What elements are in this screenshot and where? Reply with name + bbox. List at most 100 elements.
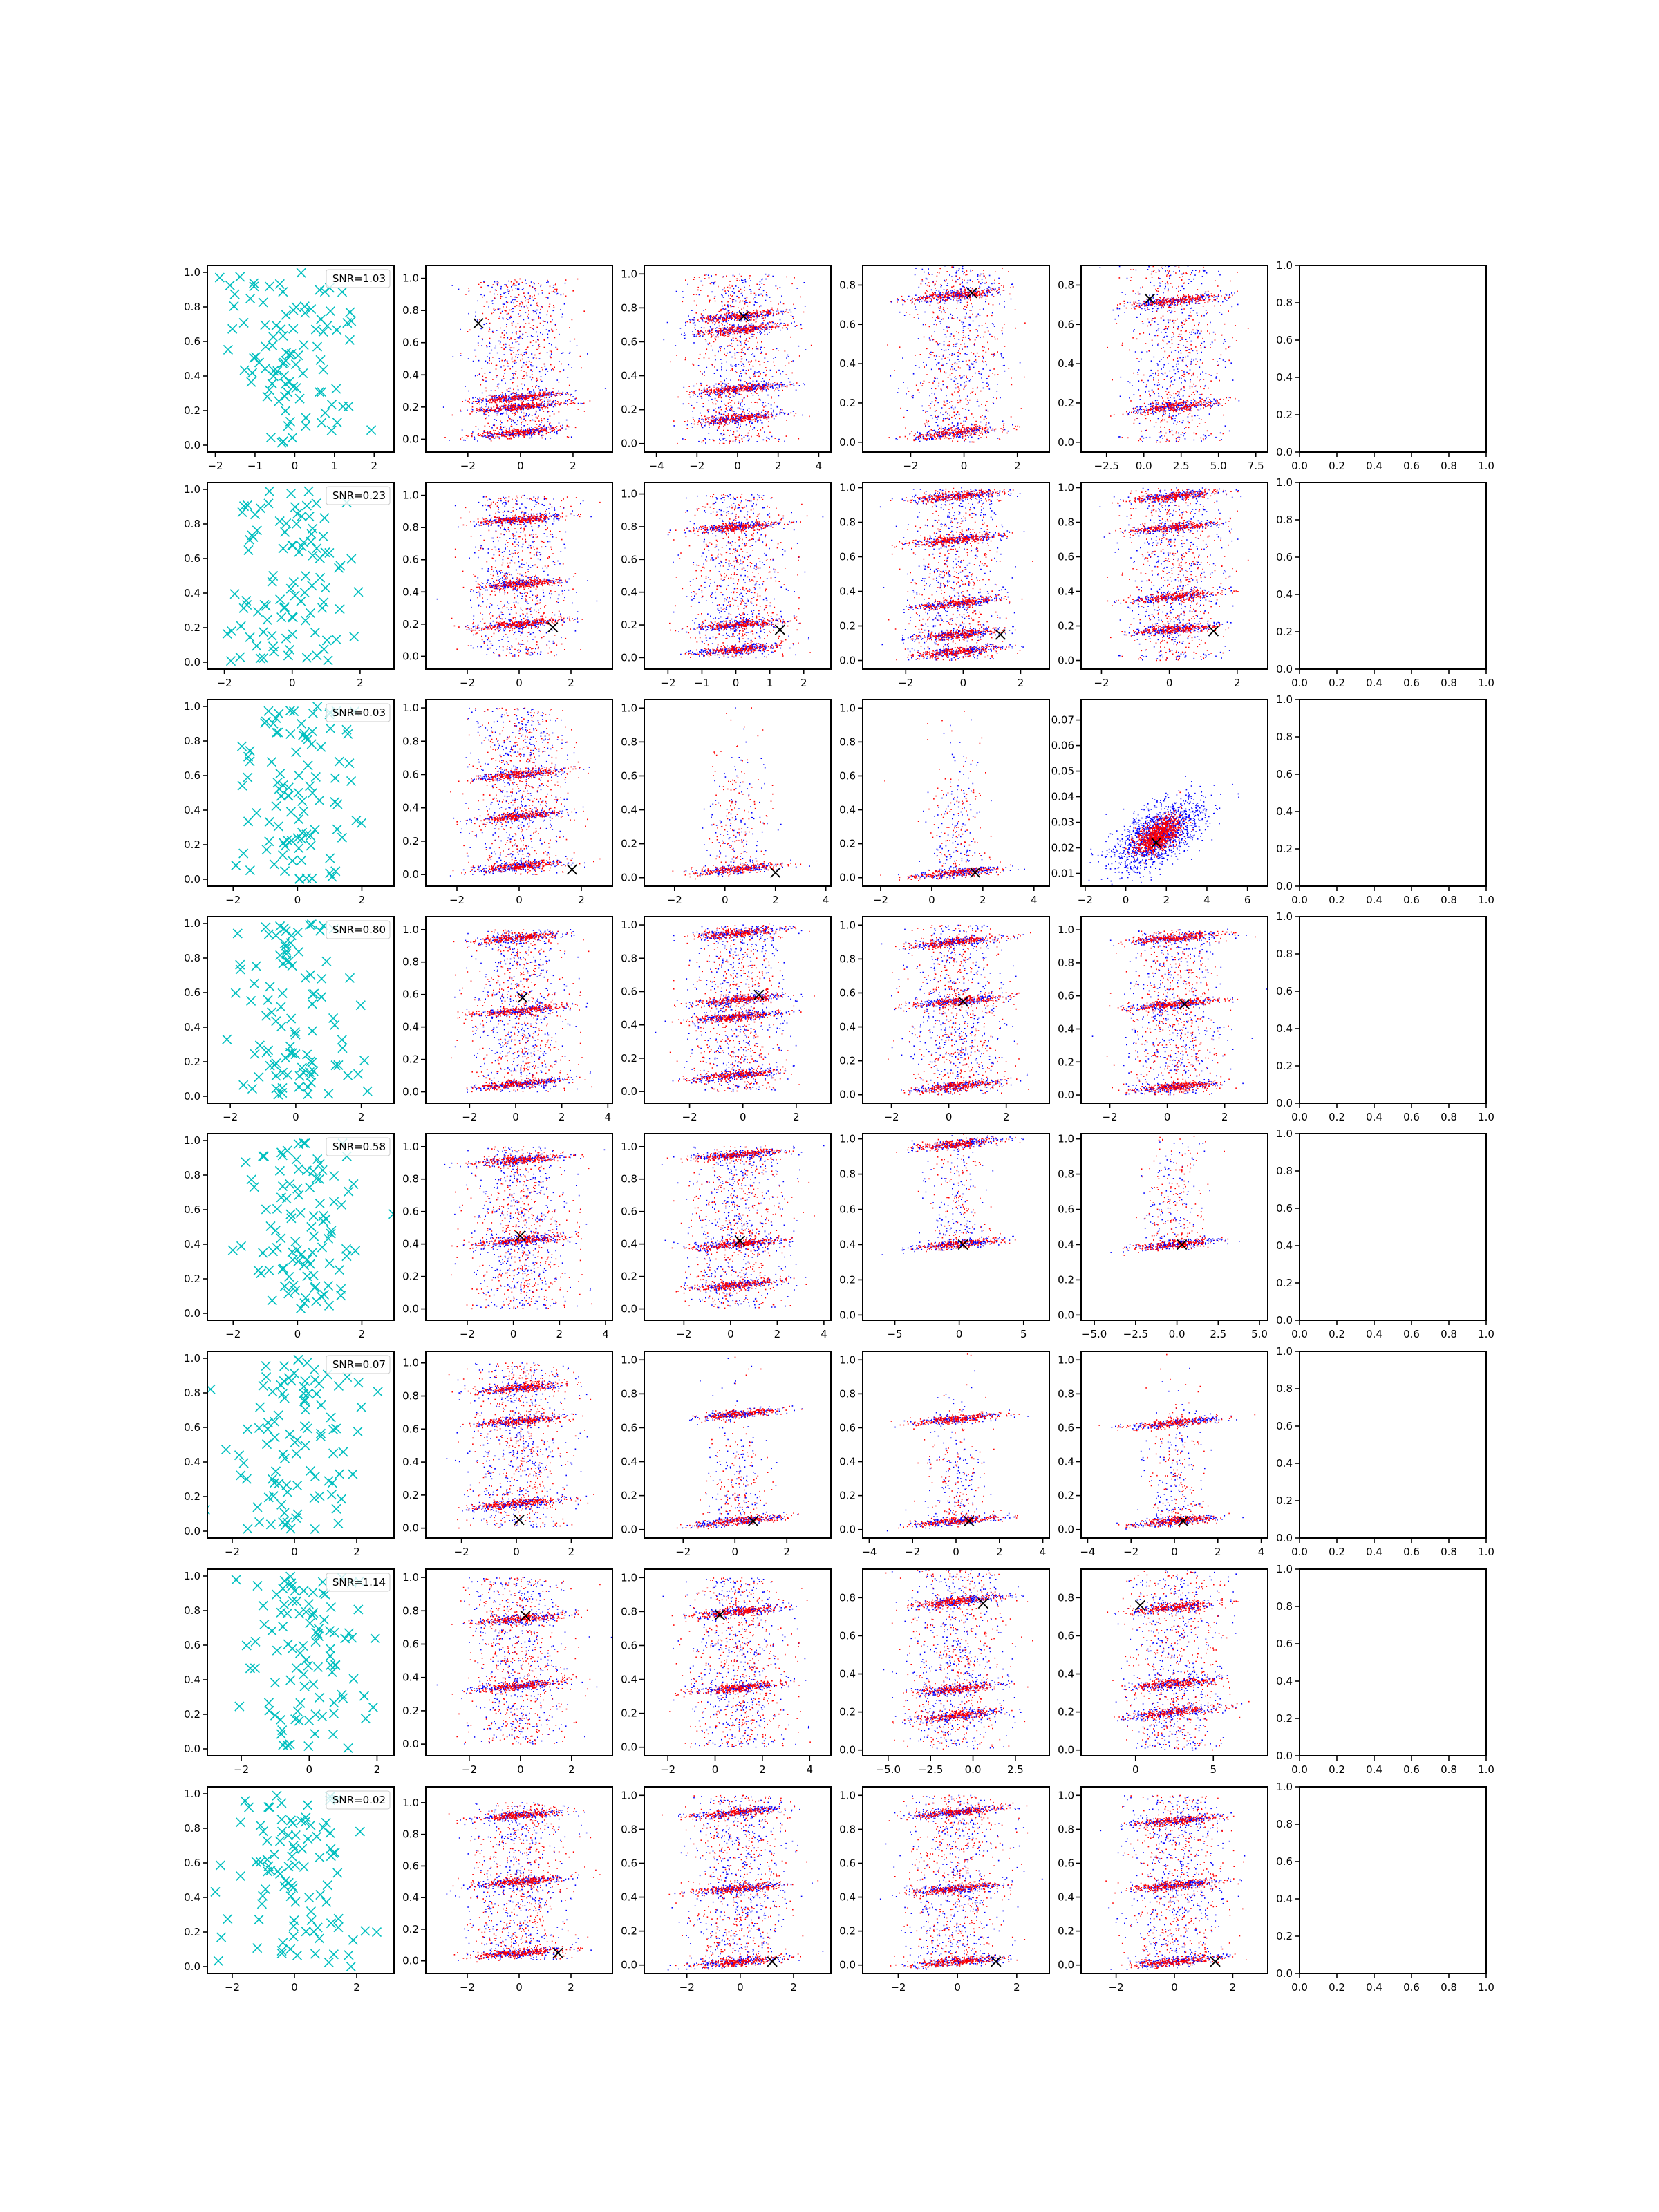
sample-marker [229,289,240,299]
y-tick-label: 0.4 [839,585,856,598]
sample-marker [286,488,297,498]
sample-marker [325,1644,336,1654]
sample-marker [270,1466,281,1477]
x-tick-label: −2 [905,1546,920,1558]
sample-marker [346,554,357,564]
y-tick-label: 0.2 [402,835,419,847]
sample-marker [319,513,330,523]
sample-marker [301,1812,311,1823]
sample-marker [222,628,232,639]
x-tick-label: 0 [960,677,967,689]
sample-marker [263,929,274,939]
y-tick-label: 0.4 [402,1891,419,1904]
y-tick-label: 0.8 [1276,297,1293,309]
x-tick-label: −2 [223,1111,238,1123]
subplot-r5-c4: −4 −2 0 2 4 0.0 0.2 0.4 0.6 0.8 1.0 [1058,1351,1268,1558]
sample-marker [332,1868,343,1878]
sample-marker [282,1609,292,1619]
sample-marker [323,655,333,666]
x-tick-label: 0.4 [1366,677,1382,689]
sample-marker [368,1702,378,1713]
sample-marker [337,832,347,843]
y-tick-label: 0.2 [1058,1706,1074,1718]
sample-marker [234,1701,245,1712]
y-tick-label: 0.0 [184,1960,200,1973]
sample-marker [275,769,285,779]
sample-marker [277,1067,288,1078]
sample-marker [213,1956,223,1966]
sample-marker [265,433,276,443]
subplot-r5-c0: SNR=0.07 −2 0 2 0.0 0.2 0.4 0.6 0.8 1.0 [184,1351,395,1558]
y-tick-label: 0.6 [621,553,637,565]
sample-marker [271,1058,281,1069]
posterior-points-red [670,274,812,444]
sample-marker [235,1817,246,1828]
x-tick-label: 4 [816,460,823,472]
x-tick-label: 0.4 [1366,1763,1382,1776]
sample-marker [306,1915,317,1925]
sample-marker [236,741,247,751]
sample-marker [294,814,304,825]
y-tick-label: 0.2 [184,1708,200,1721]
sample-marker [331,1503,341,1514]
y-tick-label: 0.4 [184,587,200,599]
x-tick-label: −2 [225,1546,240,1558]
y-tick-label: 0.8 [1058,279,1074,291]
subplot-r4-c5: 0.0 0.2 0.4 0.6 0.8 1.0 0.0 0.2 0.4 0.6 0.8 1.0 [1276,1127,1494,1340]
x-tick-label: −2 [449,894,465,906]
sample-marker [348,1179,359,1190]
y-tick-label: 0.8 [184,952,200,964]
y-tick-label: 1.0 [1058,1353,1074,1366]
posterior-points-blue [682,1358,803,1529]
sample-marker [302,1800,313,1810]
sample-marker [277,1150,288,1161]
subplot-r5-c2: −2 0 2 0.0 0.2 0.4 0.6 0.8 1.0 [621,1351,832,1558]
x-tick-label: 2 [353,1546,360,1558]
y-tick-label: 0.0 [1276,1750,1293,1762]
sample-marker [249,978,259,988]
sample-marker [315,285,325,295]
y-tick-label: 0.2 [839,1055,856,1067]
x-tick-label: 0 [1171,1981,1178,1994]
sample-marker [285,1524,296,1534]
y-tick-label: 0.0 [621,1524,637,1536]
sample-marker [207,1504,210,1515]
sample-marker [337,287,348,297]
y-tick-label: 0.2 [839,838,856,850]
sample-marker [285,583,296,594]
sample-marker [261,922,271,932]
y-tick-label: 0.0 [184,1090,200,1103]
sample-marker [308,1679,319,1689]
posterior-points-red [1107,488,1249,662]
plot-area [446,1362,594,1529]
sample-marker [324,1957,334,1967]
posterior-points-blue [444,1146,606,1310]
sample-marker [325,1651,335,1661]
y-tick-label: 0.8 [1276,731,1293,743]
y-tick-label: 0.8 [1276,948,1293,960]
x-tick-label: 0 [516,677,523,689]
y-tick-label: 0.6 [1276,334,1293,346]
y-tick-label: 0.4 [1276,371,1293,384]
y-tick-label: 0.8 [1058,516,1074,529]
sample-marker [321,635,332,646]
sample-marker [326,1851,336,1862]
y-tick-label: 0.4 [621,586,637,599]
sample-marker [267,1007,277,1018]
sample-marker [281,518,292,529]
sample-marker [315,1692,325,1703]
sample-marker [288,577,299,588]
sample-marker [285,1041,295,1051]
sample-marker [297,1844,308,1854]
y-tick-label: 0.0 [1058,1089,1074,1101]
sample-marker [324,547,335,559]
x-tick-label: 2 [772,894,779,906]
subplot-r7-c3: −2 0 2 0.0 0.2 0.4 0.6 0.8 1.0 [839,1786,1050,1994]
posterior-points-red [451,929,592,1093]
sample-marker [292,1706,303,1716]
sample-marker [210,1886,221,1897]
plot-area [1091,928,1268,1096]
sample-marker [272,1645,282,1656]
sample-marker [231,1575,241,1585]
sample-marker [317,1165,328,1175]
